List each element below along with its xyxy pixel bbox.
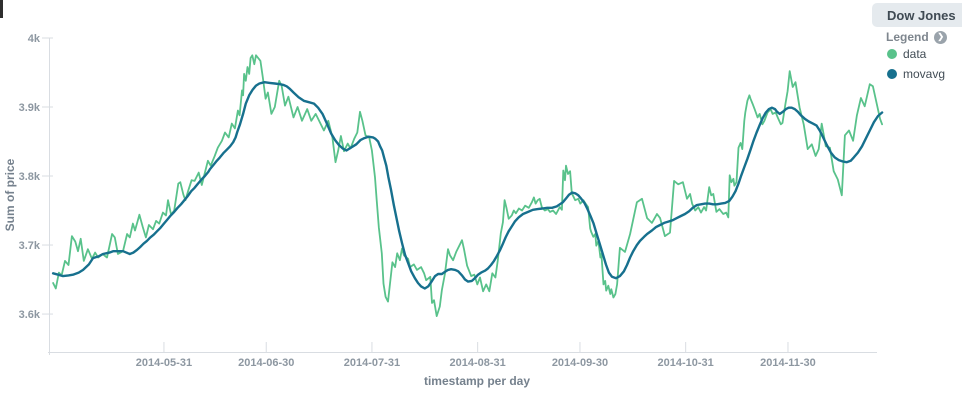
collapse-arrow-icon[interactable]: ❯: [933, 30, 947, 44]
y-tick-label: 3.6k: [19, 309, 41, 321]
legend-item-data[interactable]: data: [887, 47, 926, 61]
legend-toggle-label: Legend: [886, 30, 929, 44]
legend-title-box: Dow Jones: [872, 3, 962, 27]
x-tick-label: 2014-07-31: [344, 357, 400, 369]
x-axis-title: timestamp per day: [423, 374, 531, 388]
y-tick-label: 3.8k: [19, 171, 41, 183]
plot-area[interactable]: [51, 54, 884, 317]
legend-item-movavg[interactable]: movavg: [887, 67, 945, 81]
series-color-dot-icon: [887, 69, 897, 79]
legend-toggle[interactable]: Legend ❯: [886, 30, 947, 44]
x-tick-label: 2014-05-31: [136, 357, 192, 369]
y-tick-label: 3.9k: [19, 102, 41, 114]
series-color-dot-icon: [887, 49, 897, 59]
x-tick-label: 2014-06-30: [238, 357, 294, 369]
y-axis-title: Sum of price: [3, 158, 17, 232]
y-tick-label: 3.7k: [19, 240, 41, 252]
legend-item-label: movavg: [903, 67, 946, 81]
x-tick-label: 2014-09-30: [552, 357, 608, 369]
x-tick-label: 2014-11-30: [760, 357, 816, 369]
axes: 3.6k 3.7k 3.8k 3.9k 4k 2014-05-31 2014-06-30 20…: [19, 33, 877, 369]
legend-item-label: data: [903, 47, 927, 61]
legend-title: Dow Jones: [887, 7, 956, 23]
series-line-data[interactable]: [52, 54, 883, 317]
x-tick-label: 2014-08-31: [450, 357, 506, 369]
series-line-movavg[interactable]: [51, 81, 884, 290]
y-tick-label: 4k: [28, 33, 41, 45]
window-edge-artifact: [0, 0, 3, 18]
x-tick-label: 2014-10-31: [658, 357, 714, 369]
